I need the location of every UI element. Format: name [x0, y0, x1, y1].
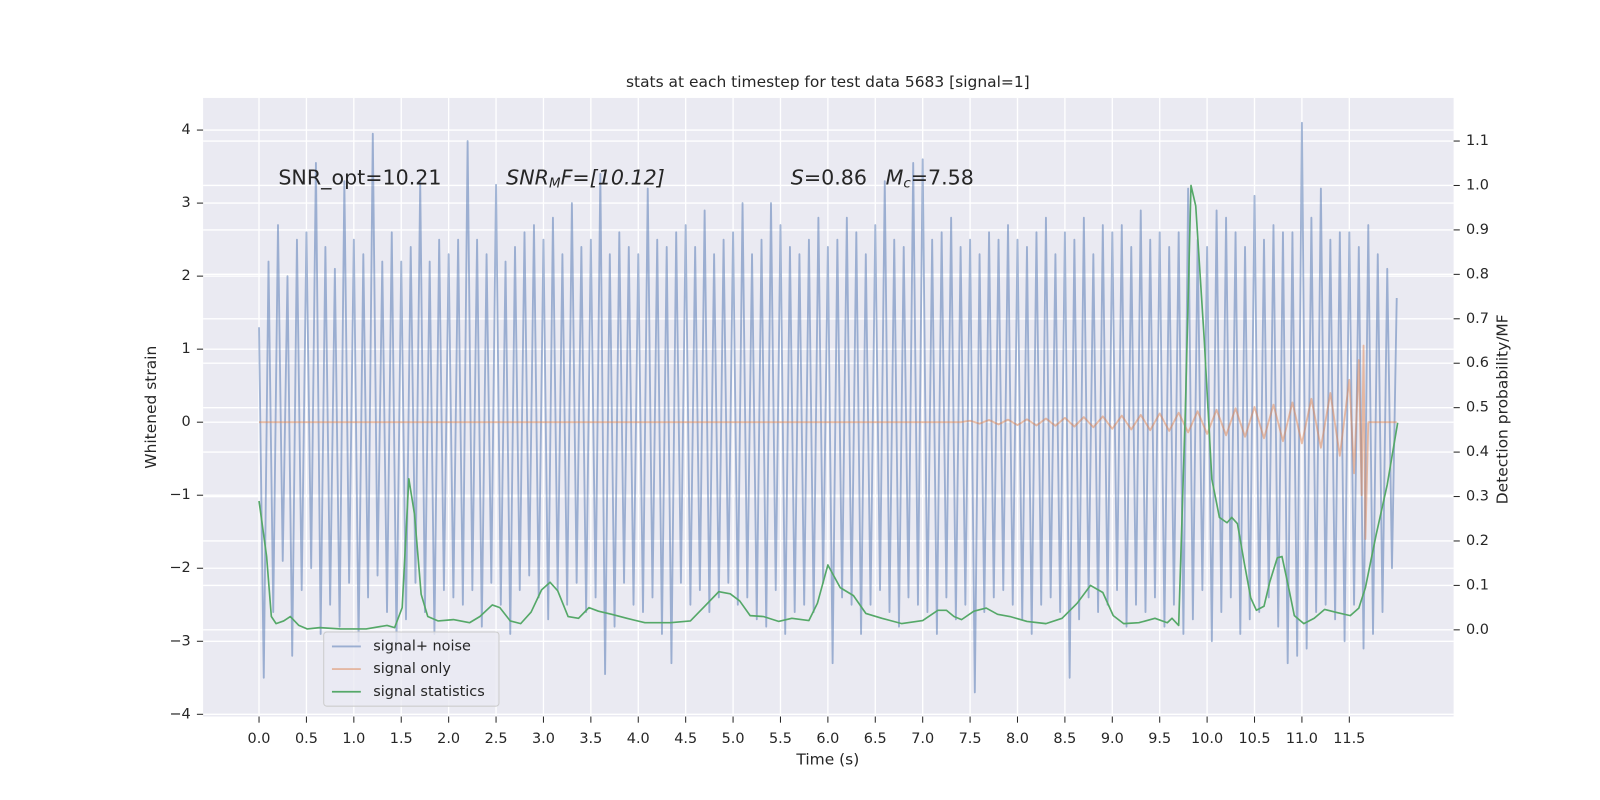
- x-tick-label: 8.5: [1053, 731, 1076, 747]
- x-tick-label: 11.0: [1286, 731, 1318, 747]
- x-tick-label: 11.5: [1333, 731, 1365, 747]
- annotation-text: SNR_opt=10.21: [278, 165, 441, 190]
- y2-tick-label: 0.7: [1466, 311, 1489, 327]
- y2-axis-label: Detection probability/MF: [1494, 314, 1512, 504]
- annotation-text: F=[10.12]: [561, 165, 665, 189]
- y2-tick-label: 1.1: [1466, 133, 1489, 149]
- y2-tick-label: 0.1: [1466, 577, 1489, 593]
- legend: signal+ noise signal only signal statistic…: [323, 631, 500, 707]
- x-tick-label: 3.0: [532, 731, 555, 747]
- legend-label: signal statistics: [373, 684, 485, 700]
- x-tick-label: 7.5: [959, 731, 982, 747]
- x-tick-label: 3.5: [579, 731, 602, 747]
- annotation-text: SNR: [506, 165, 549, 189]
- series-line: [258, 184, 1399, 630]
- x-tick-label: 7.0: [911, 731, 934, 747]
- y2-tick-label: 0.2: [1466, 533, 1489, 549]
- annotation: SNR_opt=10.21: [278, 165, 441, 190]
- legend-label: signal+ noise: [373, 638, 471, 654]
- annotation: S=0.86: [791, 165, 867, 189]
- y2-tick-label: 1.0: [1466, 177, 1489, 193]
- x-tick-label: 0.0: [248, 731, 271, 747]
- y2-tick-label: 0.8: [1466, 266, 1489, 282]
- series-line: [259, 344, 1397, 540]
- series-line: [258, 121, 1398, 694]
- y2-tick-label: 0.3: [1466, 489, 1489, 505]
- y-tick-label: 2: [182, 268, 191, 284]
- x-tick-label: 9.5: [1148, 731, 1171, 747]
- annotation: SNRMF=[10.12]: [506, 165, 665, 191]
- x-tick-label: 4.5: [674, 731, 697, 747]
- y-tick-label: 3: [182, 195, 191, 211]
- axes: 0.0 0.5 1.0 1.5 2.0 2.5 3.0 3.5 4.0 4.5 5.0 5.5 6.0 6…: [169, 122, 1488, 747]
- legend-box: [323, 631, 500, 707]
- x-tick-label: 5.5: [769, 731, 792, 747]
- legend-label: signal only: [373, 661, 451, 677]
- x-tick-label: 8.0: [1006, 731, 1029, 747]
- x-tick-label: 9.0: [1101, 731, 1124, 747]
- y2-tick-label: 0.9: [1466, 222, 1489, 238]
- x-tick-label: 6.0: [816, 731, 839, 747]
- x-tick-label: 0.5: [295, 731, 318, 747]
- y-tick-label: −1: [169, 487, 190, 503]
- x-tick-label: 6.5: [864, 731, 887, 747]
- x-tick-label: 2.5: [485, 731, 508, 747]
- annotation-text: =7.58: [911, 165, 974, 189]
- y-axis-label: Whitened strain: [142, 346, 160, 469]
- y2-tick-label: 0.0: [1466, 622, 1489, 638]
- x-tick-label: 10.5: [1238, 731, 1270, 747]
- x-tick-label: 1.5: [390, 731, 413, 747]
- x-tick-label: 5.0: [722, 731, 745, 747]
- annotation: Mc=7.58: [886, 165, 974, 191]
- annotation-text: =0.86: [804, 165, 867, 189]
- y-tick-label: 1: [182, 341, 191, 357]
- y2-tick-label: 0.6: [1466, 355, 1489, 371]
- annotation-text: S: [791, 165, 804, 189]
- chart-title: stats at each timestep for test data 568…: [626, 73, 1030, 91]
- x-tick-label: 1.0: [342, 731, 365, 747]
- annotation-subscript: M: [549, 177, 561, 192]
- y-tick-label: −3: [169, 633, 190, 649]
- annotation-subscript: c: [903, 177, 911, 192]
- marks: [258, 121, 1399, 694]
- y-tick-label: 0: [182, 414, 191, 430]
- x-axis-label: Time (s): [795, 750, 859, 768]
- y-tick-label: −2: [169, 560, 190, 576]
- x-tick-label: 10.0: [1191, 731, 1223, 747]
- annotation-text: M: [886, 165, 904, 189]
- y-tick-label: −4: [169, 706, 190, 722]
- y2-tick-label: 0.4: [1466, 444, 1489, 460]
- x-tick-label: 2.0: [437, 731, 460, 747]
- y-tick-label: 4: [182, 122, 191, 138]
- x-tick-label: 4.0: [627, 731, 650, 747]
- y2-tick-label: 0.5: [1466, 400, 1489, 416]
